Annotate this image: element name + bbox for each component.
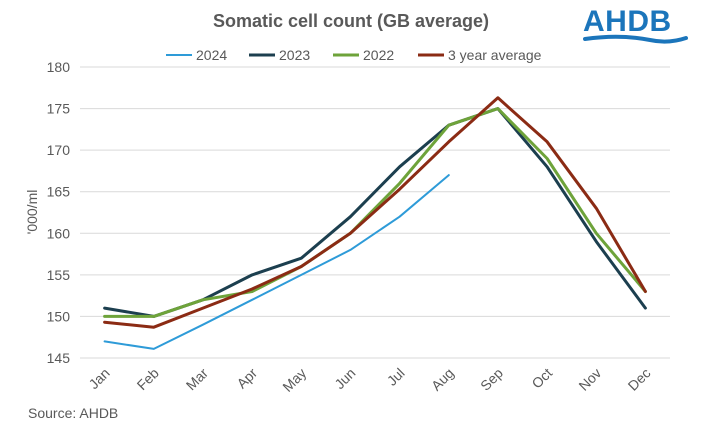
legend-label: 2023 [279, 47, 310, 63]
y-tick-label: 145 [47, 350, 71, 366]
legend-label: 2024 [196, 47, 227, 63]
x-tick-label: Apr [233, 365, 260, 392]
logo-text: AHDB [583, 5, 672, 38]
y-tick-label: 155 [47, 267, 71, 283]
y-tick-label: 165 [47, 184, 71, 200]
x-tick-label: Sep [477, 365, 506, 394]
x-tick-label: Jan [85, 365, 112, 392]
x-tick-label: Mar [183, 365, 212, 394]
x-tick-label: Nov [575, 365, 604, 394]
x-tick-label: Jul [384, 365, 408, 389]
y-axis-title: '000/ml [24, 190, 40, 235]
logo-swoosh [583, 34, 688, 44]
chart-title: Somatic cell count (GB average) [213, 11, 489, 31]
y-tick-label: 180 [47, 59, 71, 75]
x-tick-label: May [279, 365, 309, 395]
y-tick-label: 170 [47, 142, 71, 158]
series-line-2 [103, 107, 647, 318]
x-tick-label: Feb [133, 365, 162, 394]
series-line-3 [103, 96, 647, 329]
y-tick-label: 160 [47, 225, 71, 241]
legend-label: 2022 [363, 47, 394, 63]
x-tick-label: Dec [625, 365, 654, 394]
y-tick-label: 175 [47, 101, 71, 117]
x-tick-label: Jun [331, 365, 358, 392]
source-note: Source: AHDB [28, 405, 118, 421]
x-tick-label: Aug [428, 365, 457, 394]
y-axis: 145 150 155 160 165 170 175 180 [47, 59, 71, 366]
legend: 2024 2023 2022 3 year average [166, 47, 542, 63]
ahdb-logo: AHDB [583, 5, 688, 44]
y-tick-label: 150 [47, 308, 71, 324]
legend-label: 3 year average [448, 47, 542, 63]
series-line-0 [103, 174, 450, 350]
series-lines [103, 96, 647, 350]
x-axis: Jan Feb Mar Apr May Jun Jul Aug Sep Oct Nov Dec [85, 365, 653, 395]
x-tick-label: Oct [528, 365, 555, 392]
